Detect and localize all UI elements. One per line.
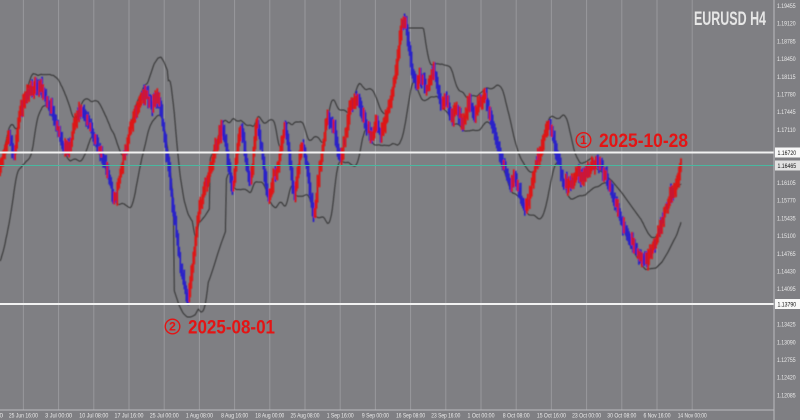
svg-text:1.14765: 1.14765 — [777, 251, 796, 258]
svg-text:EURUSD H4: EURUSD H4 — [694, 9, 766, 30]
svg-text:1.17110: 1.17110 — [777, 127, 796, 134]
svg-text:8 Aug 16:00: 8 Aug 16:00 — [221, 413, 248, 420]
svg-text:1.15770: 1.15770 — [777, 198, 796, 205]
svg-text:1.18115: 1.18115 — [777, 74, 796, 81]
svg-text:25 Jul 00:00: 25 Jul 00:00 — [150, 413, 179, 420]
svg-text:16 Sep 08:00: 16 Sep 08:00 — [396, 413, 425, 420]
svg-text:1.12420: 1.12420 — [777, 375, 796, 382]
svg-text:14 Nov 00:00: 14 Nov 00:00 — [678, 413, 707, 420]
svg-text:1 Aug 08:00: 1 Aug 08:00 — [186, 413, 213, 420]
svg-text:23 Oct 00:00: 23 Oct 00:00 — [572, 413, 601, 420]
svg-text:2: 2 — [169, 320, 176, 334]
svg-text:2025-10-28: 2025-10-28 — [599, 130, 688, 152]
svg-text:17 Jul 16:00: 17 Jul 16:00 — [115, 413, 144, 420]
svg-text:1.14430: 1.14430 — [777, 269, 796, 276]
svg-text:1 Sep 16:00: 1 Sep 16:00 — [327, 413, 354, 420]
svg-text:1.12085: 1.12085 — [777, 392, 796, 399]
svg-text:1.17780: 1.17780 — [777, 92, 796, 99]
svg-text:10 Jul 08:00: 10 Jul 08:00 — [79, 413, 108, 420]
svg-text:1.18785: 1.18785 — [777, 38, 796, 45]
svg-text:8 Oct 08:00: 8 Oct 08:00 — [503, 413, 530, 420]
svg-text:1.17445: 1.17445 — [777, 109, 796, 116]
svg-text:1.14095: 1.14095 — [777, 286, 796, 293]
svg-text:1.19120: 1.19120 — [777, 21, 796, 28]
svg-text:1.15100: 1.15100 — [777, 233, 796, 240]
svg-text:1.15435: 1.15435 — [777, 215, 796, 222]
svg-text:6 Nov 16:00: 6 Nov 16:00 — [644, 413, 671, 420]
svg-text:1.18450: 1.18450 — [777, 56, 796, 63]
svg-text:3 Jul 00:00: 3 Jul 00:00 — [45, 413, 72, 420]
svg-text:25 Aug 08:00: 25 Aug 08:00 — [291, 413, 320, 420]
svg-text:9 Sep 00:00: 9 Sep 00:00 — [362, 413, 389, 420]
svg-text:15 Oct 16:00: 15 Oct 16:00 — [537, 413, 566, 420]
svg-text:1: 1 — [580, 133, 587, 147]
svg-text:23 Sep 16:00: 23 Sep 16:00 — [431, 413, 460, 420]
svg-text:30 Oct 08:00: 30 Oct 08:00 — [607, 413, 636, 420]
svg-text:1.16105: 1.16105 — [777, 180, 796, 187]
svg-text:1.13790: 1.13790 — [778, 301, 797, 308]
svg-text:2025-08-01: 2025-08-01 — [188, 317, 275, 339]
svg-text:1.13425: 1.13425 — [777, 322, 796, 329]
svg-text:18 Aug 00:00: 18 Aug 00:00 — [255, 413, 284, 420]
svg-text:1.13090: 1.13090 — [777, 339, 796, 346]
svg-text:1 Oct 00:00: 1 Oct 00:00 — [468, 413, 495, 420]
svg-text:1.16720: 1.16720 — [778, 150, 797, 157]
svg-text:1.12755: 1.12755 — [777, 357, 796, 364]
svg-text:25 Jun 16:00: 25 Jun 16:00 — [9, 413, 38, 420]
svg-text:1.19455: 1.19455 — [777, 3, 796, 10]
svg-text:00: 00 — [0, 413, 4, 420]
svg-text:1.16465: 1.16465 — [778, 163, 797, 170]
